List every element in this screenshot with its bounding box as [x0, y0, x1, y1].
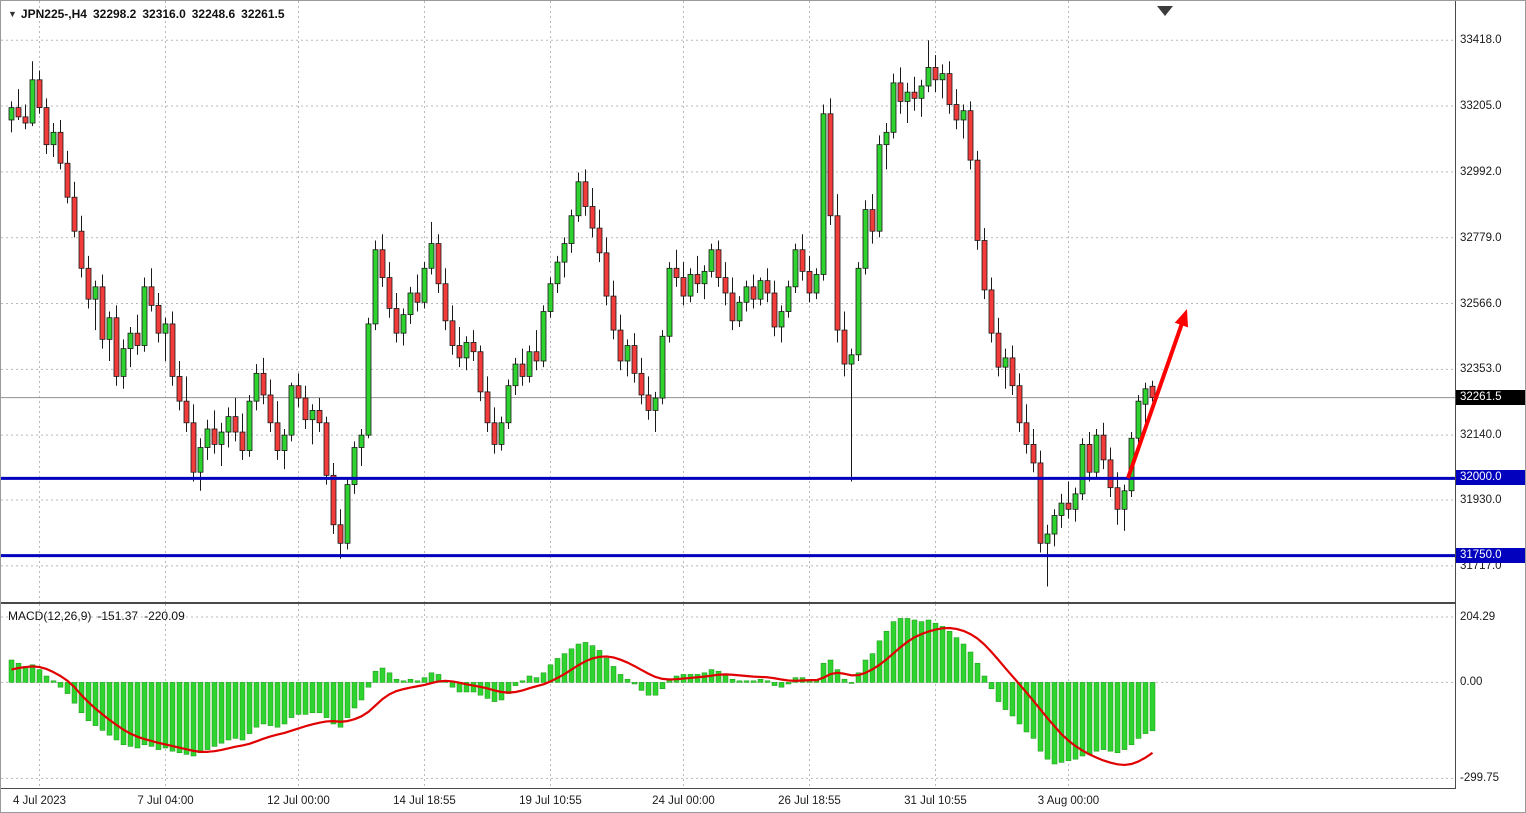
- main-chart-pane[interactable]: ▼ JPN225-,H4 32298.2 32316.0 32248.6 32261.5: [1, 1, 1456, 604]
- macd-indicator-header: MACD(12,26,9) -151.37 -220.09: [8, 609, 185, 623]
- close-value: 32261.5: [241, 7, 285, 21]
- price-axis-label: 33418.0: [1460, 34, 1502, 47]
- symbol-timeframe-label: JPN225-,H4: [20, 7, 87, 21]
- symbol-dropdown-icon[interactable]: ▼: [8, 9, 17, 19]
- main-chart-svg[interactable]: [1, 1, 1455, 602]
- macd-label: MACD(12,26,9): [8, 609, 92, 623]
- time-axis-label: 26 Jul 18:55: [778, 795, 841, 807]
- macd-signal-line: [11, 626, 1154, 767]
- time-axis-label: 19 Jul 10:55: [519, 795, 582, 807]
- time-axis-label: 12 Jul 00:00: [267, 795, 330, 807]
- macd-value: -151.37: [97, 609, 139, 623]
- price-axis-label: 32779.0: [1460, 231, 1502, 244]
- current-price-badge: 32261.5: [1456, 389, 1525, 405]
- price-axis-label: 33205.0: [1460, 100, 1502, 113]
- ohlc-header: ▼ JPN225-,H4 32298.2 32316.0 32248.6 32261.5: [8, 7, 285, 21]
- price-axis-label: 32992.0: [1460, 165, 1502, 178]
- macd-axis-label: 0.00: [1460, 676, 1483, 689]
- macd-signal-value: -220.09: [144, 609, 185, 623]
- macd-pane[interactable]: MACD(12,26,9) -151.37 -220.09: [1, 604, 1456, 789]
- high-value: 32316.0: [142, 7, 186, 21]
- macd-histogram: [8, 618, 1156, 765]
- macd-axis-label: 204.29: [1460, 611, 1496, 624]
- macd-chart-svg[interactable]: [1, 604, 1455, 788]
- candlestick-series: [8, 40, 1156, 587]
- time-axis-label: 3 Aug 00:00: [1037, 795, 1100, 807]
- price-axis-label: 32566.0: [1460, 297, 1502, 310]
- price-axis-label: 32140.0: [1460, 429, 1502, 442]
- time-axis-label: 14 Jul 18:55: [393, 795, 456, 807]
- time-axis-label: 31 Jul 10:55: [904, 795, 967, 807]
- price-axis-label: 32353.0: [1460, 363, 1502, 376]
- price-axis[interactable]: 33418.0 33205.0 32992.0 32779.0 32566.0 32353…: [1456, 1, 1525, 789]
- time-axis-label: 4 Jul 2023: [12, 795, 67, 807]
- scroll-end-icon[interactable]: [1157, 6, 1173, 16]
- hline-price-badge: 32000.0: [1456, 470, 1525, 486]
- price-axis-label: 31930.0: [1460, 494, 1502, 507]
- price-axis-label: 31717.0: [1460, 559, 1502, 572]
- open-value: 32298.2: [92, 7, 137, 21]
- main-grid: [1, 1, 1455, 602]
- time-axis-label: 7 Jul 04:00: [137, 795, 194, 807]
- time-axis[interactable]: 4 Jul 2023 7 Jul 04:00 12 Jul 00:00 14 Jul …: [1, 790, 1525, 812]
- time-axis-label: 24 Jul 00:00: [652, 795, 715, 807]
- trend-arrow[interactable]: [1126, 309, 1189, 479]
- hline-price-badge: 31750.0: [1456, 547, 1525, 563]
- low-value: 32248.6: [191, 7, 236, 21]
- macd-axis-label: -299.75: [1460, 772, 1500, 785]
